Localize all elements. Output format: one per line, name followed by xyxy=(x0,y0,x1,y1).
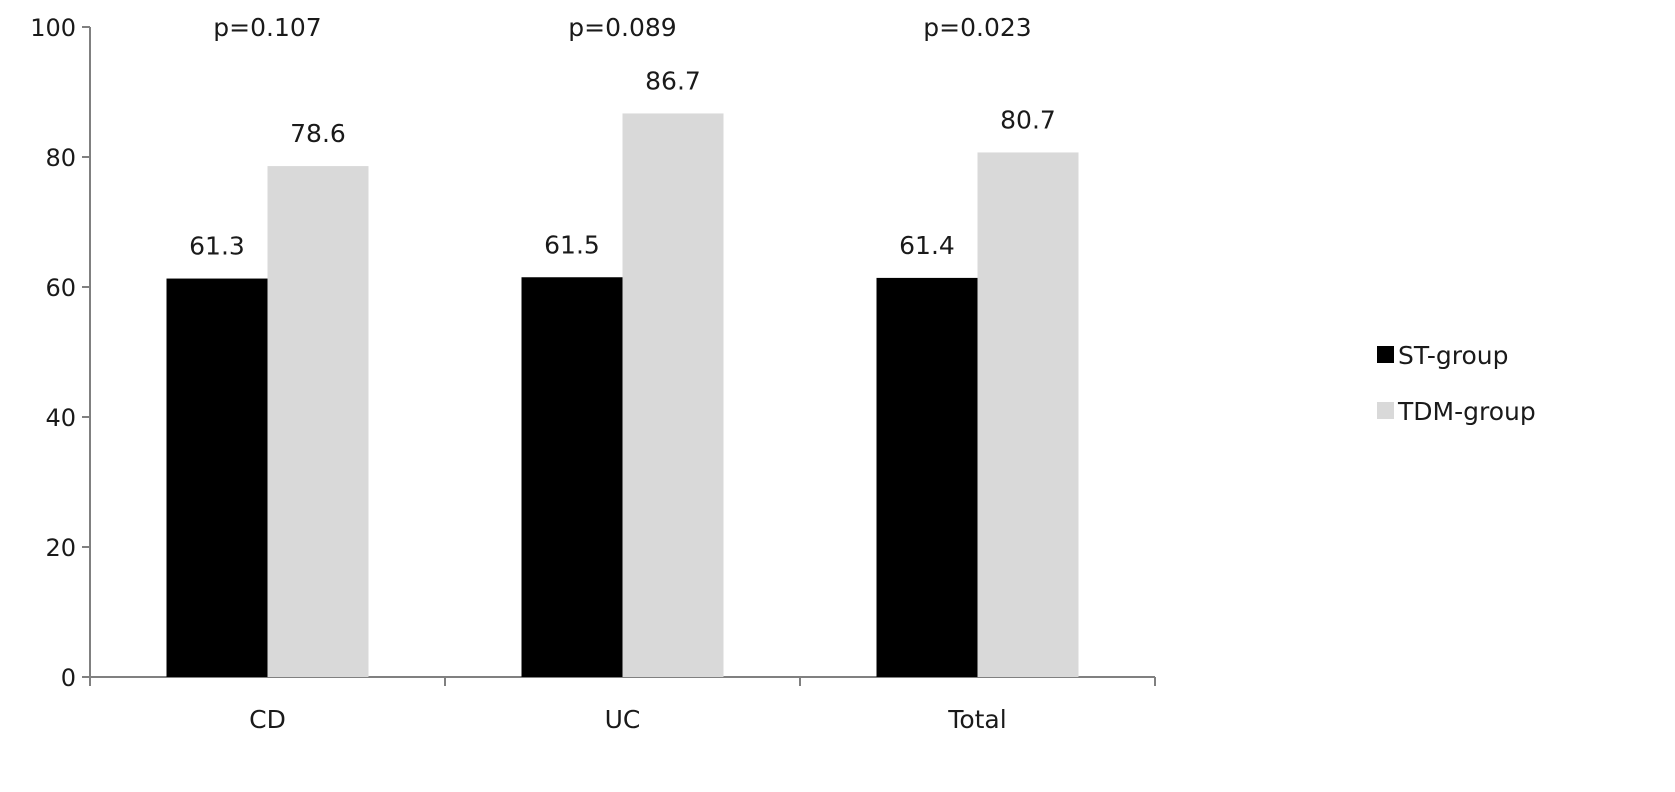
y-tick-label: 20 xyxy=(45,534,76,562)
data-label: 61.3 xyxy=(189,232,245,261)
data-label: 61.5 xyxy=(544,230,600,259)
legend-label: ST-group xyxy=(1398,341,1508,370)
y-tick-label: 60 xyxy=(45,274,76,302)
y-tick-label: 100 xyxy=(30,14,76,42)
bar-tdm-group-uc xyxy=(622,113,724,677)
y-tick-label: 80 xyxy=(45,144,76,172)
bar-st-group-cd xyxy=(166,278,268,677)
bar-tdm-group-cd xyxy=(267,166,369,677)
legend-swatch xyxy=(1377,346,1394,363)
category-label: CD xyxy=(249,705,286,734)
category-label: UC xyxy=(605,705,641,734)
legend-swatch xyxy=(1377,402,1394,419)
data-label: 78.6 xyxy=(290,119,346,148)
p-value-annotation: p=0.089 xyxy=(568,13,676,42)
bar-tdm-group-total xyxy=(977,152,1079,677)
legend: ST-group TDM-group xyxy=(1377,341,1536,426)
data-label: 61.4 xyxy=(899,231,955,260)
bars xyxy=(166,113,1079,677)
p-value-annotation: p=0.107 xyxy=(213,13,321,42)
bar-st-group-total xyxy=(876,277,978,677)
p-value-annotation: p=0.023 xyxy=(923,13,1031,42)
category-label: Total xyxy=(947,705,1006,734)
data-label: 80.7 xyxy=(1000,105,1056,134)
data-label: 86.7 xyxy=(645,66,701,95)
legend-label: TDM-group xyxy=(1397,397,1536,426)
bar-st-group-uc xyxy=(521,277,623,677)
labels: 61.3 78.6 CD p=0.107 61.5 86.7 UC p=0.089 61.4 80… xyxy=(189,13,1056,734)
y-tick-label: 0 xyxy=(61,664,76,692)
y-tick-label: 40 xyxy=(45,404,76,432)
